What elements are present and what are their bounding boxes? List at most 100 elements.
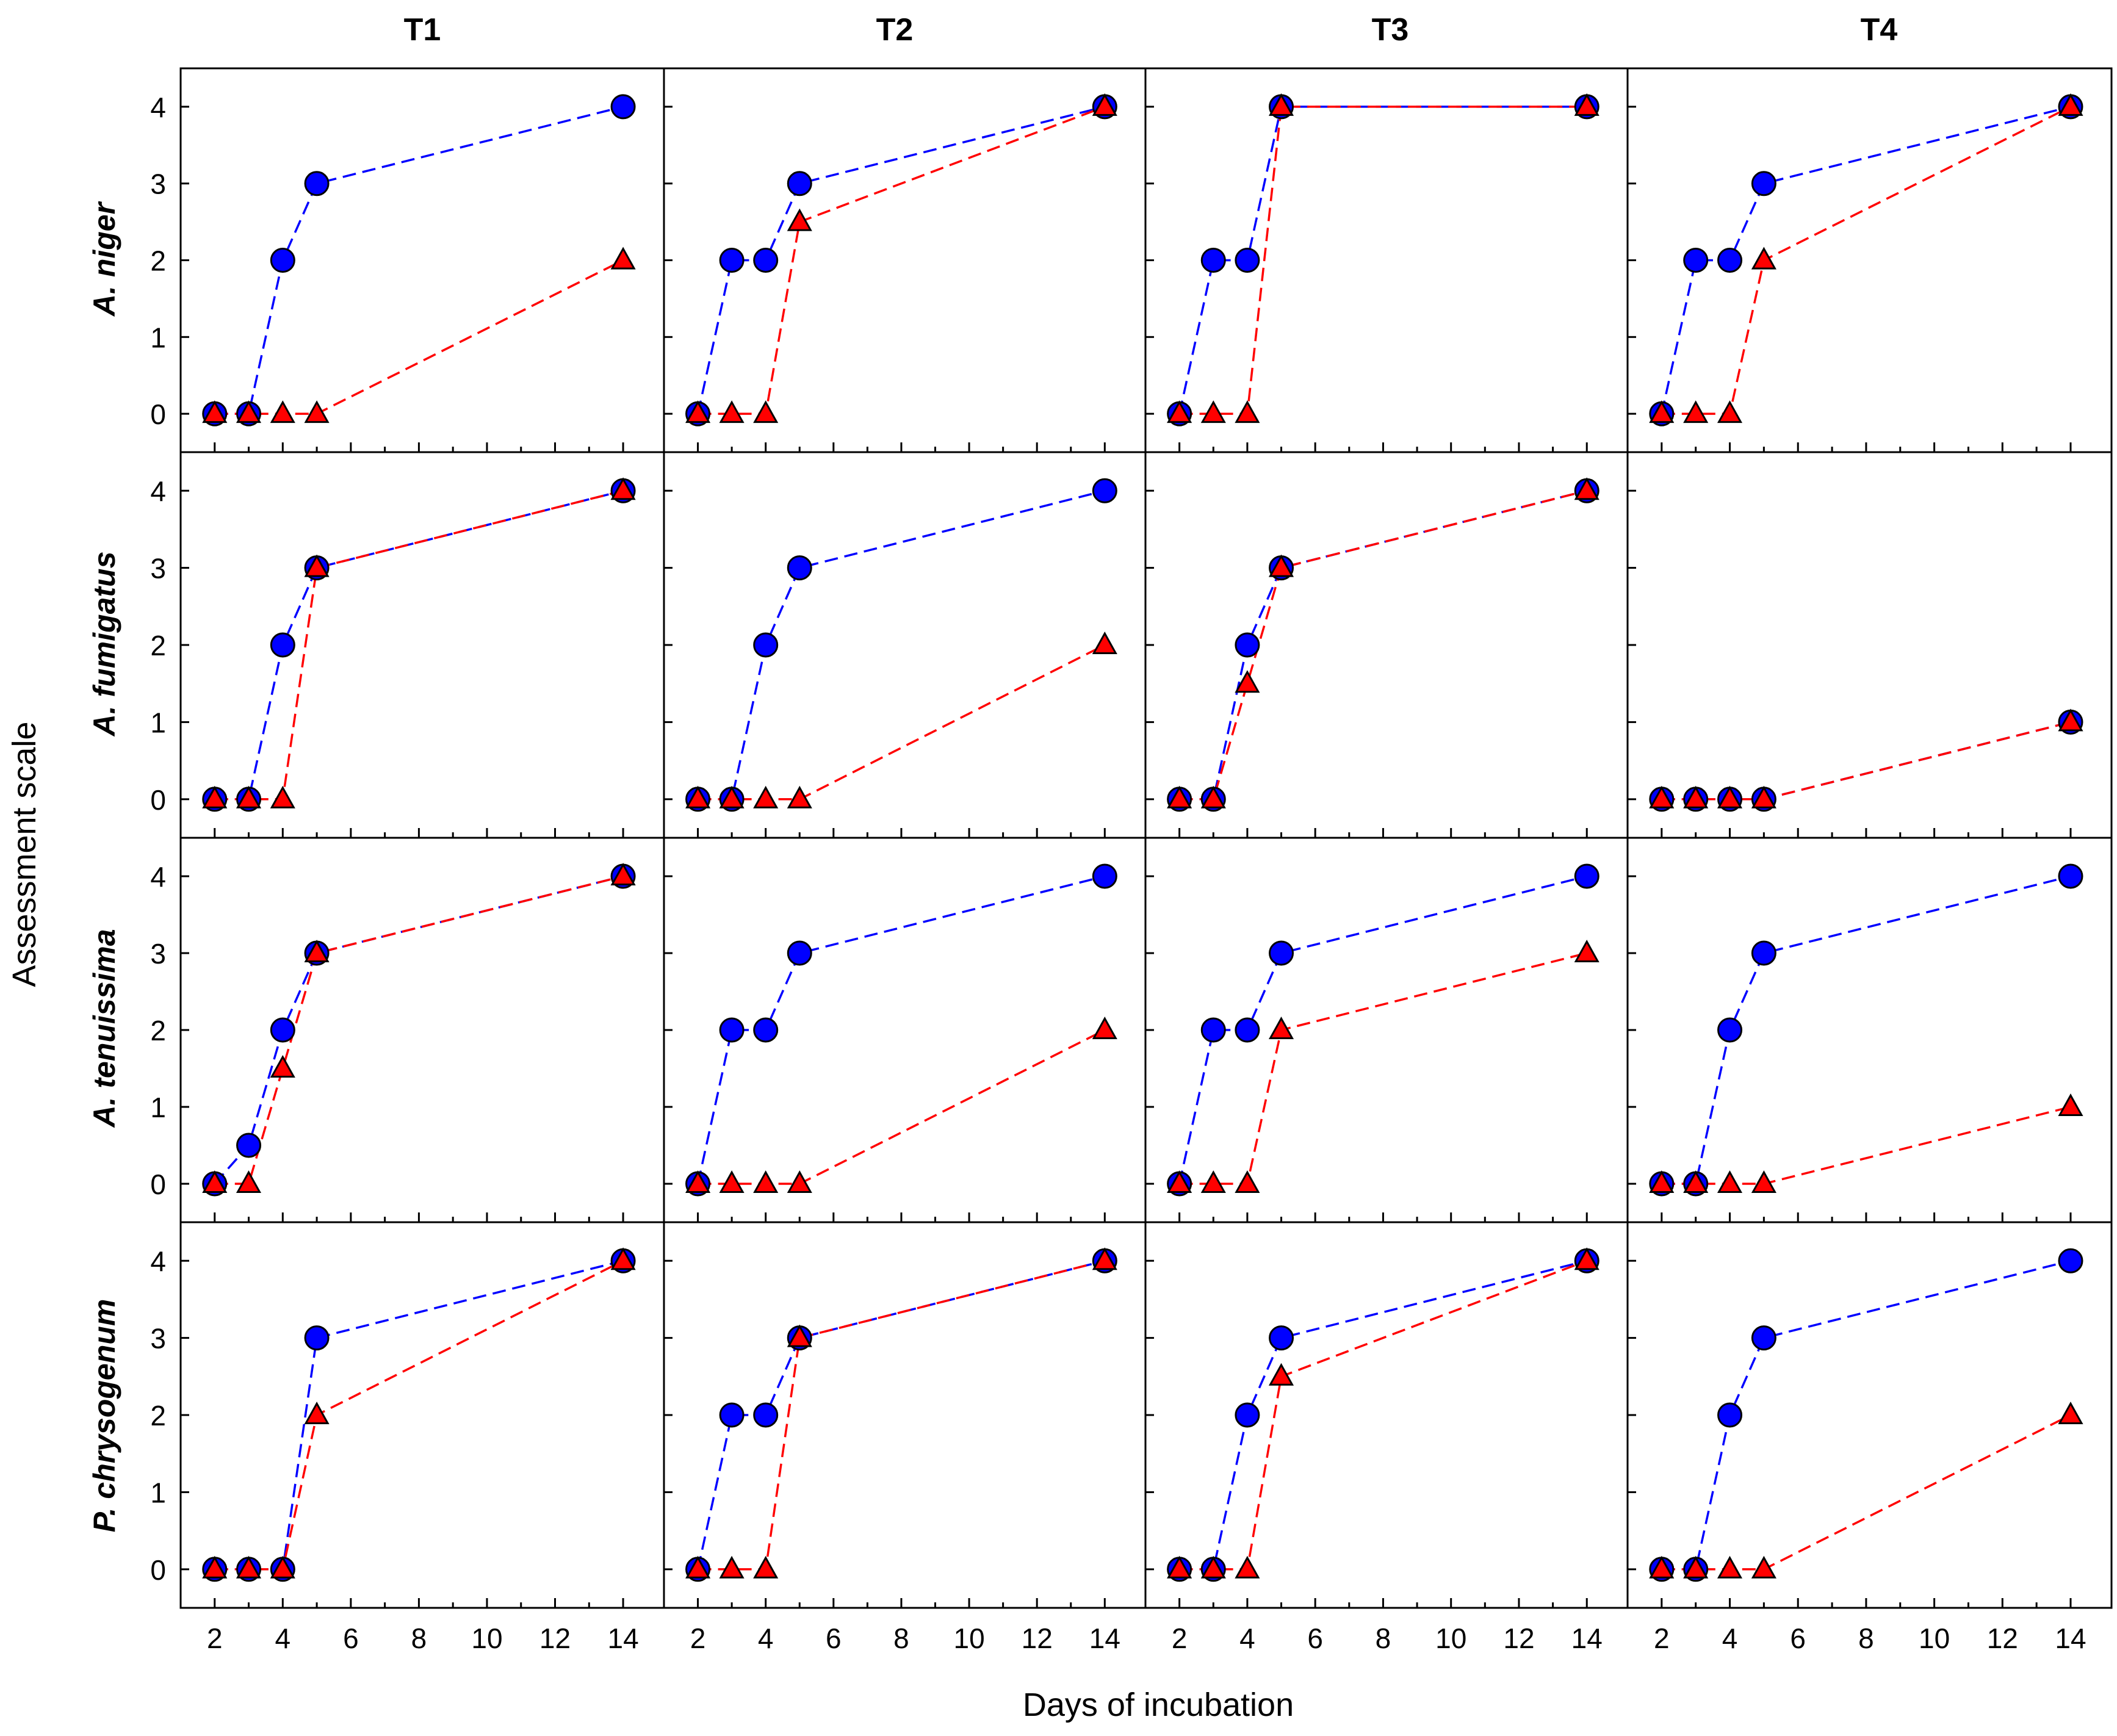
triangle-marker: [685, 785, 711, 809]
x-tick-label: 4: [758, 1623, 774, 1654]
triangle-marker: [202, 400, 228, 423]
triangle-marker: [1235, 400, 1260, 423]
row-titles: A. niger A. fumigatus A. tenuissima P. c…: [87, 201, 121, 1532]
triangle-marker: [1717, 400, 1743, 423]
circle-marker: [1574, 863, 1599, 889]
circle-marker: [787, 171, 812, 196]
triangle-marker: [1574, 93, 1599, 116]
x-tick-label: 14: [1571, 1623, 1603, 1654]
triangle-marker: [1200, 785, 1226, 809]
triangle-marker: [1649, 400, 1675, 423]
circle-marker: [270, 1017, 295, 1043]
panel-a-fumigatus-t4: [1626, 451, 2113, 839]
triangle-marker: [719, 1555, 745, 1579]
circle-marker: [1751, 1325, 1776, 1351]
row-title-a-fumigatus: A. fumigatus: [87, 552, 121, 738]
circle-marker: [270, 632, 295, 658]
row-title-a-tenuissima: A. tenuissima: [87, 929, 121, 1128]
column-title-t2: T2: [876, 12, 914, 48]
panel-a-tenuissima-t2: [663, 837, 1147, 1223]
y-tick-label: 0: [150, 398, 166, 430]
x-tick-label: 6: [1307, 1623, 1323, 1654]
triangle-marker: [1200, 1170, 1226, 1193]
y-tick-label: 0: [150, 784, 166, 816]
triangle-marker: [1092, 1247, 1117, 1270]
y-tick-label: 4: [150, 475, 166, 507]
triangle-marker: [685, 1170, 711, 1193]
triangle-marker: [1235, 670, 1260, 693]
triangle-marker: [1751, 785, 1776, 809]
triangle-marker: [2058, 1402, 2083, 1424]
triangle-marker: [1717, 1555, 1743, 1579]
triangle-marker: [236, 400, 262, 423]
triangle-marker: [1717, 785, 1743, 809]
x-tick-label: 6: [343, 1623, 359, 1654]
triangle-marker: [753, 400, 779, 423]
circle-marker: [270, 248, 295, 273]
x-tick-label: 10: [953, 1623, 984, 1654]
x-tick-label: 12: [1503, 1623, 1534, 1654]
x-tick-label: 2: [1654, 1623, 1670, 1654]
y-tick-label: 0: [150, 1554, 166, 1586]
circle-marker: [236, 1133, 262, 1158]
x-tick-label: 12: [1987, 1623, 2018, 1654]
panel-p-chrysogenum-t3: 2 4 6 8 10 12 14: [1144, 1221, 1629, 1654]
y-tick-label: 1: [150, 707, 166, 738]
triangle-marker: [1167, 400, 1192, 423]
y-axis-title: Assessment scale: [6, 721, 43, 987]
triangle-marker: [719, 1170, 745, 1193]
circle-marker: [1269, 1325, 1294, 1351]
triangle-marker: [685, 1555, 711, 1579]
triangle-marker: [719, 400, 745, 423]
triangle-marker: [236, 785, 262, 809]
triangle-marker: [1574, 940, 1599, 962]
triangle-marker: [1683, 785, 1709, 809]
triangle-marker: [1683, 1170, 1709, 1193]
triangle-marker: [1717, 1170, 1743, 1193]
circle-marker: [1235, 632, 1260, 658]
circle-marker: [753, 1017, 779, 1043]
triangle-marker: [1751, 1170, 1776, 1193]
triangle-marker: [610, 863, 636, 885]
triangle-marker: [787, 208, 812, 231]
y-tick-label: 1: [150, 322, 166, 353]
triangle-marker: [1649, 785, 1675, 809]
triangle-marker: [1649, 1170, 1675, 1193]
panel-a-tenuissima-t3: [1144, 837, 1629, 1223]
triangle-marker: [1649, 1555, 1675, 1579]
x-tick-label: 12: [1022, 1623, 1053, 1654]
triangle-marker: [2058, 708, 2083, 732]
column-title-t3: T3: [1372, 12, 1409, 48]
x-tick-label: 8: [1858, 1623, 1874, 1654]
triangle-marker: [1574, 1247, 1599, 1270]
circle-marker: [2058, 863, 2083, 889]
circle-marker: [753, 1402, 779, 1428]
x-tick-label: 12: [539, 1623, 571, 1654]
triangle-marker: [1268, 554, 1294, 577]
y-tick-label: 2: [150, 1015, 166, 1046]
triangle-marker: [610, 1247, 636, 1270]
triangle-marker: [753, 1555, 779, 1579]
triangle-marker: [1200, 400, 1226, 423]
triangle-marker: [1235, 1170, 1260, 1193]
y-tick-label: 3: [150, 553, 166, 585]
panel-a-niger-t3: [1144, 67, 1629, 453]
circle-marker: [719, 1017, 745, 1043]
circle-marker: [1751, 171, 1776, 196]
circle-marker: [1751, 940, 1776, 966]
row-title-p-chrysogenum: P. chrysogenum: [87, 1299, 121, 1533]
triangle-marker: [1092, 93, 1117, 116]
triangle-marker: [1167, 785, 1192, 809]
y-tick-label: 4: [150, 1245, 166, 1277]
x-tick-label: 14: [2055, 1623, 2086, 1654]
circle-marker: [787, 940, 812, 966]
circle-marker: [1683, 248, 1709, 273]
circle-marker: [787, 555, 812, 581]
panel-p-chrysogenum-t4: 2 4 6 8 10 12 14: [1626, 1221, 2113, 1654]
triangle-marker: [787, 1170, 812, 1193]
column-title-t4: T4: [1861, 12, 1898, 48]
x-tick-label: 10: [471, 1623, 502, 1654]
triangle-marker: [2058, 93, 2083, 116]
